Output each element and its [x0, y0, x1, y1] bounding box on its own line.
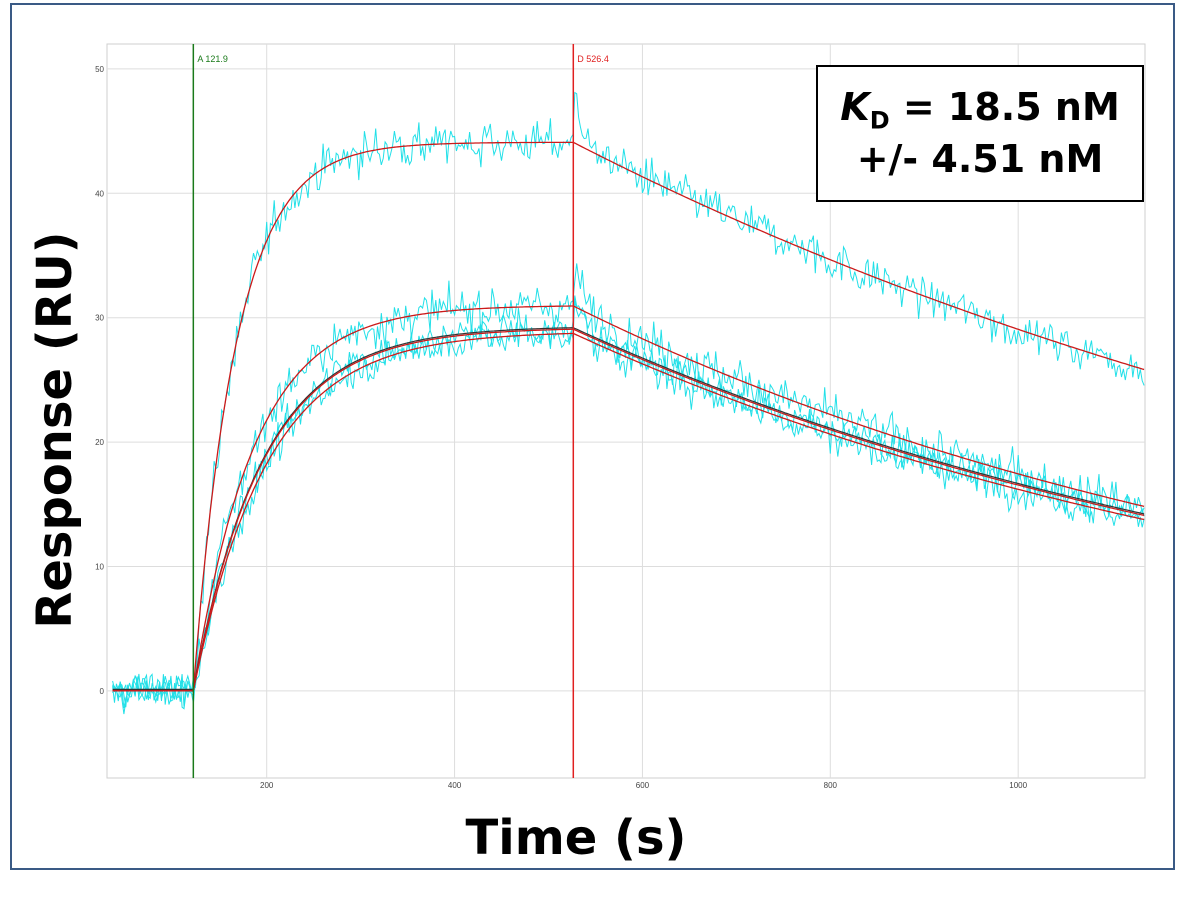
kd-annotation-box: KD = 18.5 nM +/- 4.51 nM [816, 65, 1144, 202]
data-trace-1 [112, 91, 1145, 708]
y-tick-label: 30 [95, 314, 104, 323]
y-tick-label: 10 [95, 563, 104, 572]
fit-curves [112, 141, 1145, 692]
y-tick-label: 40 [95, 189, 104, 198]
fit-curve-1 [112, 141, 1145, 692]
kd-error: +/- 4.51 nM [856, 136, 1104, 181]
data-trace-2 [112, 263, 1145, 709]
kd-value: = 18.5 nM [889, 84, 1120, 129]
fit-curve-4 [112, 332, 1145, 692]
y-tick-label: 20 [95, 438, 104, 447]
marker-label-1: A 121.9 [197, 54, 228, 64]
plot-area [106, 43, 1146, 779]
fit-curve-2 [112, 305, 1145, 692]
fit-curve-3 [112, 328, 1145, 692]
data-trace-3 [112, 295, 1145, 710]
data-trace-4 [112, 300, 1145, 715]
y-axis-label: Response (RU) [27, 231, 83, 629]
x-axis-label: Time (s) [465, 810, 687, 866]
fit-curve-shadow [112, 327, 1145, 690]
grid-lines [106, 43, 1146, 779]
y-tick-label: 0 [100, 687, 105, 696]
kd-symbol: K [840, 84, 870, 129]
kd-subscript: D [869, 106, 890, 135]
tick-labels: 0 10 20 30 40 50 200 400 600 800 1000 [95, 65, 1028, 790]
x-tick-label: 200 [260, 781, 274, 790]
x-tick-label: 600 [636, 781, 650, 790]
marker-label-2: D 526.4 [577, 54, 609, 64]
x-tick-label: 1000 [1009, 781, 1027, 790]
kd-line-1: KD = 18.5 nM [840, 84, 1120, 136]
x-tick-label: 800 [824, 781, 838, 790]
y-tick-label: 50 [95, 65, 104, 74]
x-tick-label: 400 [448, 781, 462, 790]
event-markers: A 121.9 D 526.4 [192, 44, 609, 778]
